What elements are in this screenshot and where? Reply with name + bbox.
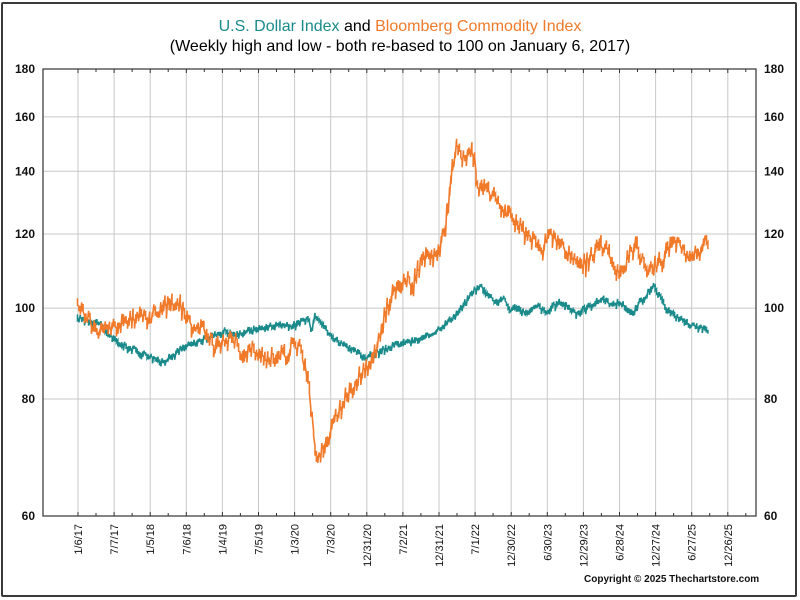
x-tick-label: 7/6/18 <box>181 524 193 555</box>
y-tick-label-right: 80 <box>764 392 778 406</box>
x-tick-label: 7/5/19 <box>254 524 266 555</box>
y-tick-label-left: 80 <box>22 392 36 406</box>
series-bcom-index-line <box>76 138 709 464</box>
x-tick-label: 1/6/17 <box>73 524 85 555</box>
y-tick-label-left: 120 <box>15 227 35 241</box>
x-tick-label: 7/7/17 <box>109 524 121 555</box>
plot-border <box>42 68 757 517</box>
x-tick-label: 1/5/18 <box>145 524 157 555</box>
x-tick-label: 7/2/21 <box>398 524 410 555</box>
x-tick-label: 6/30/23 <box>542 524 554 561</box>
y-tick-label-left: 140 <box>15 164 35 178</box>
y-tick-label-right: 140 <box>764 164 784 178</box>
y-tick-label-right: 60 <box>764 509 778 523</box>
copyright-text: Copyright © 2025 Thechartstore.com <box>584 574 760 585</box>
gridlines <box>43 69 756 516</box>
y-axis-left: 60 80 100 120 140 160 180 <box>15 62 35 523</box>
y-tick-label-left: 160 <box>15 110 35 124</box>
x-tick-label: 1/4/19 <box>217 524 229 555</box>
x-tick-label: 6/27/25 <box>687 524 699 561</box>
y-axis-right: 60 80 100 120 140 160 180 <box>764 62 784 523</box>
y-tick-label-right: 100 <box>764 301 784 315</box>
y-tick-label-right: 160 <box>764 110 784 124</box>
x-tick-label: 12/26/25 <box>723 524 735 567</box>
title-usd: U.S. Dollar Index <box>218 18 340 35</box>
y-tick-label-left: 100 <box>15 301 35 315</box>
x-axis: 1/6/17 7/7/17 1/5/18 7/6/18 1/4/19 7/5/19 1/3/… <box>73 524 735 567</box>
title-bcom: Bloomberg Commodity Index <box>375 18 582 35</box>
chart-subtitle: (Weekly high and low - both re-based to … <box>169 38 631 55</box>
x-tick-label: 12/29/23 <box>578 524 590 567</box>
x-tick-label: 12/31/20 <box>362 524 374 567</box>
y-tick-label-left: 180 <box>15 62 35 76</box>
x-tick-label: 6/28/24 <box>615 524 627 561</box>
y-tick-label-right: 120 <box>764 227 784 241</box>
tick-marks <box>77 69 747 516</box>
x-tick-label: 7/3/20 <box>326 524 338 555</box>
x-tick-label: 12/31/21 <box>434 524 446 567</box>
chart-title: U.S. Dollar Index and Bloomberg Commodit… <box>0 18 800 36</box>
series-group <box>76 138 709 464</box>
x-tick-label: 1/3/20 <box>290 524 302 555</box>
y-tick-label-left: 60 <box>22 509 36 523</box>
title-and: and <box>339 18 376 35</box>
x-tick-label: 12/27/24 <box>651 524 663 567</box>
y-tick-label-right: 180 <box>764 62 784 76</box>
x-tick-label: 7/1/22 <box>470 524 482 555</box>
x-tick-label: 12/30/22 <box>506 524 518 567</box>
series-usd-index-line <box>76 282 709 367</box>
